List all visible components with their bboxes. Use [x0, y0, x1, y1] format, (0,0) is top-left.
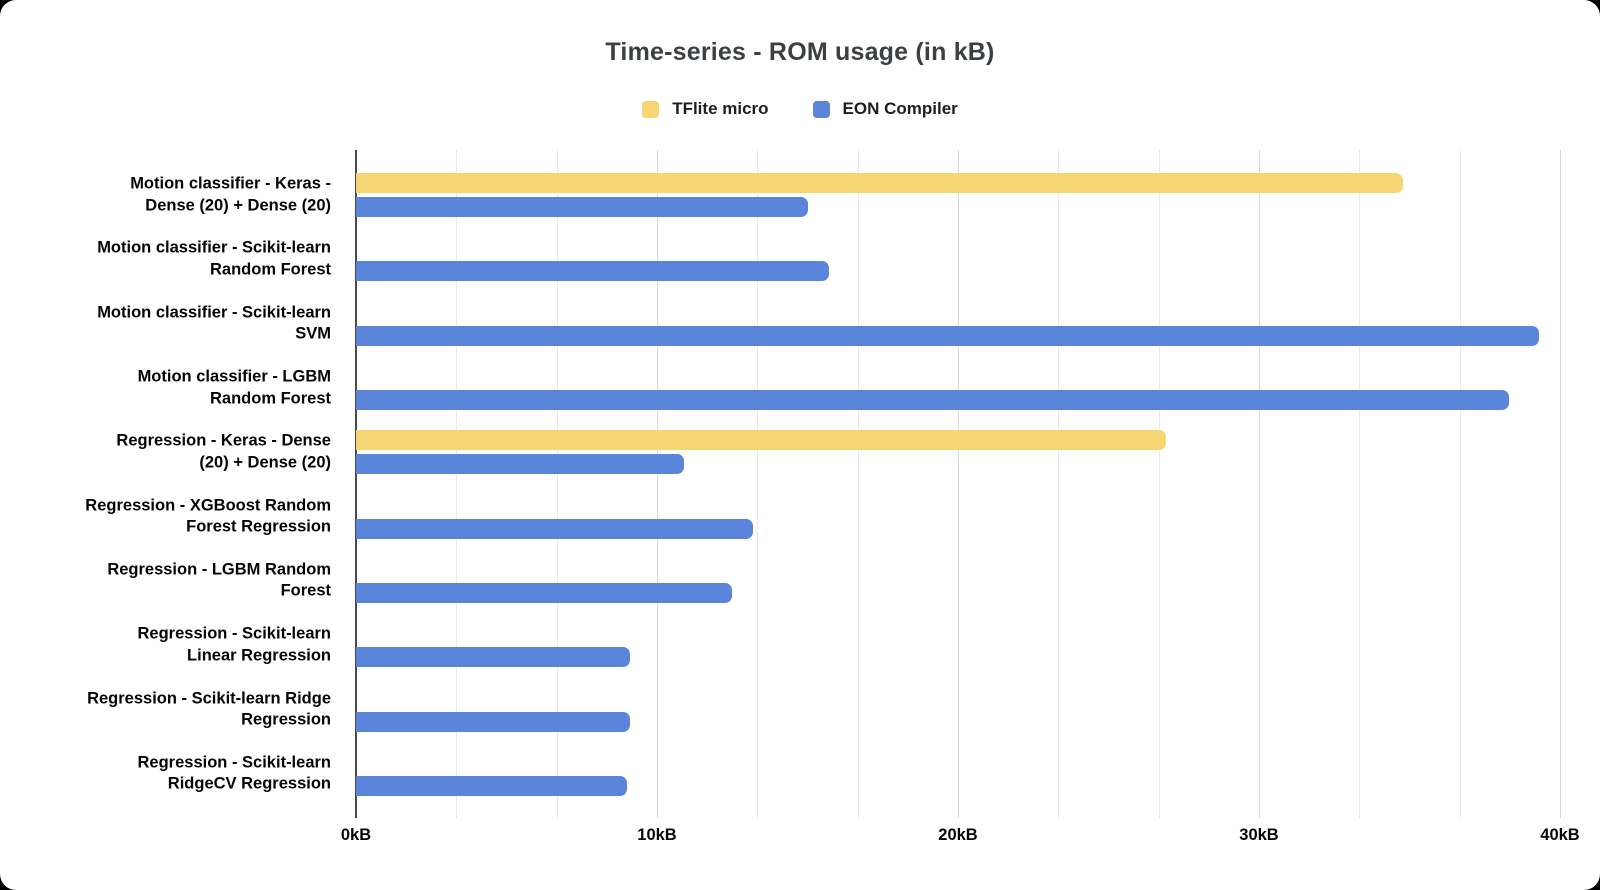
bar-eon — [356, 647, 630, 668]
y-axis-line — [355, 150, 357, 818]
bar-eon — [356, 582, 733, 603]
minor-gridline — [1459, 150, 1461, 818]
minor-gridline — [1058, 150, 1060, 818]
x-tick-label: 0kB — [340, 826, 372, 844]
bar-eon — [356, 775, 627, 796]
major-gridline — [958, 150, 959, 818]
legend-item: EON Compiler — [812, 99, 958, 119]
minor-gridline — [1158, 150, 1160, 818]
bar-eon — [356, 325, 1539, 346]
x-tick-label: 40kB — [1540, 826, 1580, 844]
category-label: Regression - Scikit-learn Ridge Regressi… — [87, 689, 331, 729]
bar-eon — [356, 197, 808, 218]
minor-gridline — [1359, 150, 1361, 818]
bar-eon — [356, 390, 1509, 411]
major-gridline — [1560, 150, 1561, 818]
minor-gridline — [757, 150, 759, 818]
legend-label: EON Compiler — [842, 99, 958, 118]
bar-tflite — [356, 430, 1166, 451]
minor-gridline — [857, 150, 859, 818]
x-tick-label: 30kB — [1239, 826, 1279, 844]
bar-eon — [356, 518, 754, 539]
legend-swatch-icon — [642, 100, 660, 118]
bar-eon — [356, 711, 630, 732]
category-label: Motion classifier - Keras - Dense (20) +… — [130, 174, 331, 215]
category-label: Regression - XGBoost Random Forest Regre… — [85, 496, 331, 536]
category-label: Motion classifier - Scikit-learn Random … — [97, 238, 331, 279]
minor-gridline — [556, 150, 558, 818]
bar-tflite — [356, 173, 1404, 194]
category-label: Regression - Scikit-learn RidgeCV Regres… — [137, 753, 331, 793]
category-label: Motion classifier - LGBM Random Forest — [137, 367, 331, 408]
category-label: Motion classifier - Scikit-learn SVM — [97, 303, 331, 343]
x-tick-label: 20kB — [938, 826, 978, 844]
minor-gridline — [456, 150, 458, 818]
x-tick-label: 10kB — [637, 826, 677, 844]
chart-legend: TFlite micro EON Compiler — [0, 96, 1600, 122]
major-gridline — [1259, 150, 1260, 818]
legend-swatch-icon — [812, 100, 830, 118]
plot-area — [355, 150, 1572, 818]
chart-title: Time-series - ROM usage (in kB) — [605, 38, 995, 66]
bar-eon — [356, 454, 685, 475]
legend-label: TFlite micro — [672, 99, 769, 118]
category-label: Regression - Scikit-learn Linear Regress… — [137, 624, 331, 665]
major-gridline — [657, 150, 658, 818]
legend-item: TFlite micro — [642, 99, 769, 119]
category-label: Regression - Keras - Dense (20) + Dense … — [116, 431, 331, 472]
bar-eon — [356, 261, 829, 282]
category-label: Regression - LGBM Random Forest — [107, 560, 331, 600]
